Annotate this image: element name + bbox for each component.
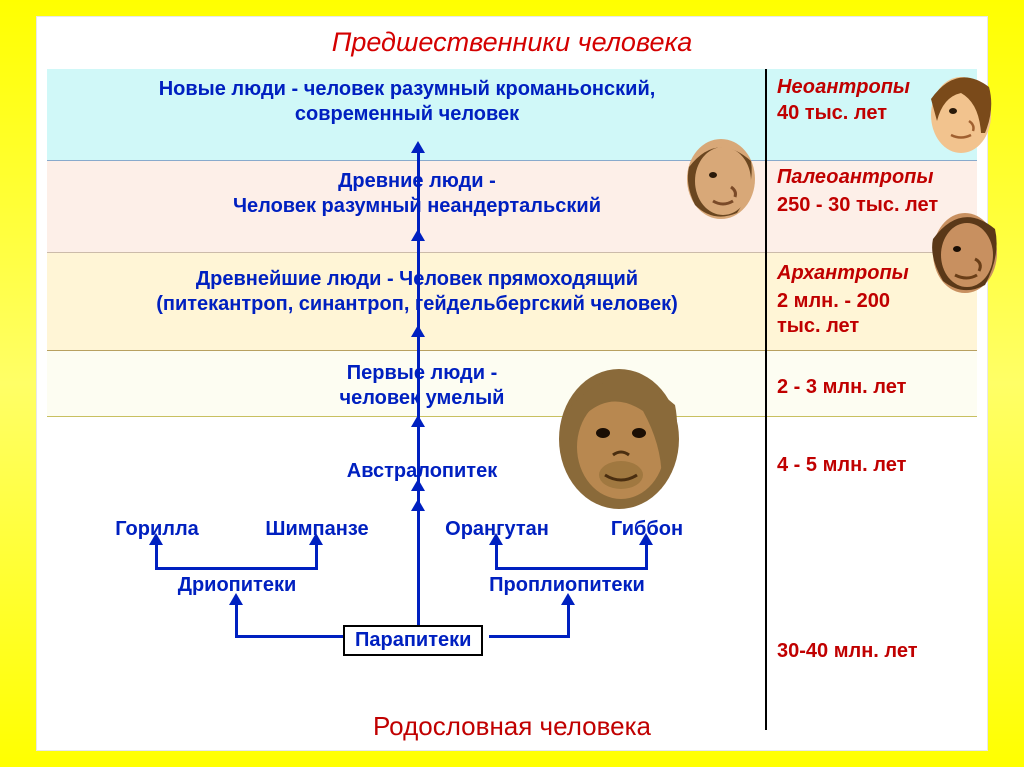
ape-line-3 [645,543,648,567]
arrow-4 [411,415,425,427]
ape-arrow-0 [149,533,163,545]
h-left [155,567,318,570]
arrow-3 [411,325,425,337]
mid-right-down [567,601,570,635]
bottom-title: Родословная человека [37,711,987,742]
midleft-arrow [229,593,243,605]
arrow-5 [411,499,425,511]
ape-line-0 [155,543,158,567]
stage-neoanthrop-text: Новые люди - человек разумный кроманьонс… [97,77,717,127]
stage-archanthrop-text: Древнейшие люди - Человек прямоходящий (… [127,267,707,317]
root-box: Парапитеки [343,625,483,656]
firstpeople-time: 2 - 3 млн. лет [777,375,987,400]
arrow-2 [411,229,425,241]
ape-line-2 [495,543,498,567]
mid-left-down [235,601,238,635]
ape-arrow-1 [309,533,323,545]
timeline-divider [765,69,767,730]
page-title: Предшественники человека [37,17,987,64]
face-australopithecus [543,355,693,515]
face-cromagnon [921,63,1001,159]
root-h-right [489,635,570,638]
ape-line-1 [315,543,318,567]
paleoanthrop-name: Палеоантропы [777,165,987,190]
ape-arrow-2 [489,533,503,545]
ape-arrow-3 [639,533,653,545]
stage-firstpeople-text: Первые люди - человек умелый [277,361,567,411]
arrow-1 [411,141,425,153]
midright-arrow [561,593,575,605]
h-right [495,567,648,570]
face-neanderthal [677,127,763,223]
face-erectus [923,199,1005,299]
australo-time: 4 - 5 млн. лет [777,453,987,478]
arrow-australo [411,479,425,491]
root-h-left [235,635,345,638]
stage-paleoanthrop-text: Древние люди - Человек разумный неандерт… [177,169,657,219]
root-time: 30-40 млн. лет [777,639,987,664]
diagram: Новые люди - человек разумный кроманьонс… [37,69,987,750]
